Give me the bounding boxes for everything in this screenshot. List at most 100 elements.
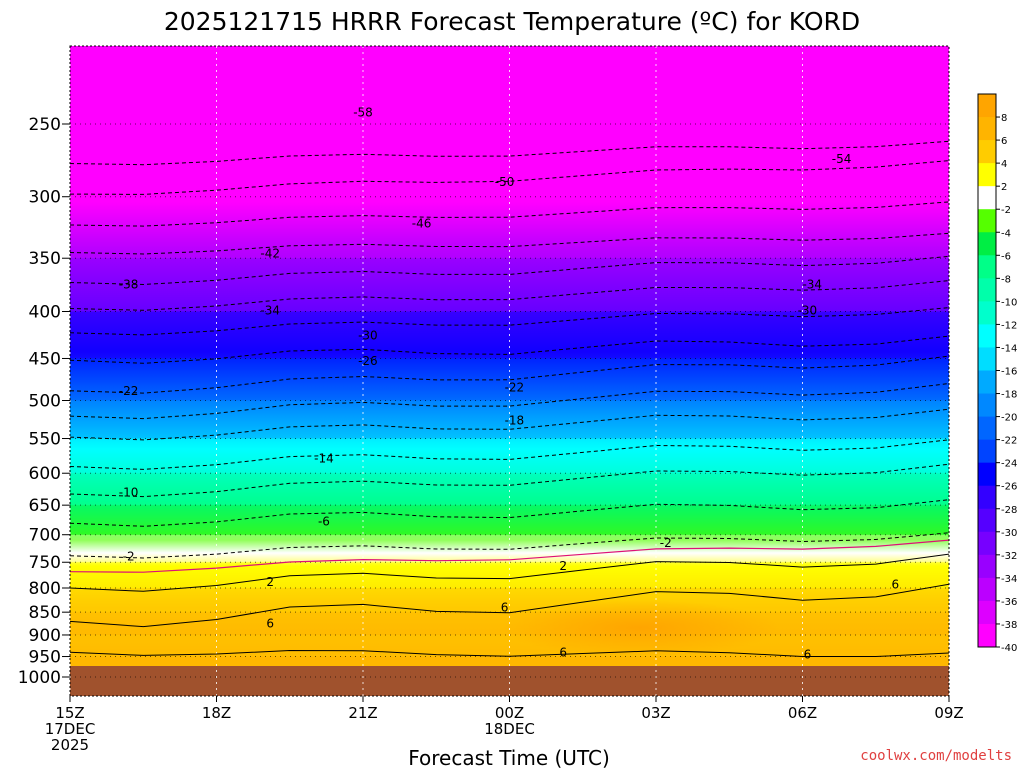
colorbar-label: -34 [1001, 574, 1017, 585]
isotherm-line [70, 583, 949, 628]
colorbar-label: 6 [1001, 136, 1007, 147]
colorbar-label: -4 [1001, 228, 1011, 239]
colorbar-label: -38 [1001, 620, 1017, 631]
colorbar-segment [978, 393, 996, 418]
contour-label: -46 [412, 217, 432, 231]
colorbar-segment [978, 531, 996, 556]
y-tick-label: 300 [29, 188, 61, 208]
colorbar-label: -12 [1001, 320, 1017, 331]
contour-label: 6 [559, 645, 567, 659]
colorbar-label: -28 [1001, 505, 1017, 516]
x-tick-label: 18Z [202, 704, 231, 722]
contour-label: -6 [318, 514, 330, 528]
colorbar-label: -32 [1001, 551, 1017, 562]
colorbar-segment [978, 577, 996, 602]
colorbar-segment [978, 416, 996, 441]
contour-label: -22 [119, 384, 139, 398]
grid-lines [70, 46, 949, 696]
colorbar-label: -8 [1001, 274, 1011, 285]
colorbar-segment [978, 439, 996, 464]
colorbar-label: -2 [1001, 205, 1011, 216]
colorbar-segment [978, 600, 996, 625]
colorbar: 8 6 4 2 -2 -4 -6 -8 -10 -12 -14 -16 -18 -20 -22 -24 -26 -… [977, 93, 1017, 654]
colorbar-segment [978, 232, 996, 256]
x-tick-label: 2025 [51, 736, 89, 754]
contour-label: -2 [123, 549, 135, 563]
colorbar-label: -24 [1001, 459, 1017, 470]
contour-label: -38 [119, 278, 139, 292]
colorbar-segment [978, 554, 996, 579]
colorbar-segment [978, 140, 996, 164]
colorbar-label: -14 [1001, 343, 1017, 354]
isotherm-line [70, 649, 949, 657]
contour-label: -2 [660, 536, 672, 550]
contour-label: 6 [501, 600, 509, 614]
temperature-band [70, 46, 949, 125]
x-tick-label: 00Z [495, 704, 524, 722]
warm-core-region [500, 600, 780, 656]
temperature-band [70, 587, 949, 613]
temperature-band [70, 258, 949, 312]
colorbar-segment [978, 301, 996, 325]
colorbar-label: -6 [1001, 251, 1011, 262]
x-tick-label: 18DEC [484, 720, 535, 738]
contour-label: -22 [505, 381, 525, 395]
contour-label: 2 [559, 559, 567, 573]
x-tick-label: 21Z [348, 704, 377, 722]
contour-label: 6 [266, 616, 274, 630]
colorbar-segment [978, 324, 996, 348]
colorbar-label: -36 [1001, 597, 1017, 608]
contour-label: 6 [804, 647, 812, 661]
contour-labels: -58-54-50-46-42-38-34-34-30-30-26-22 -22-… [119, 106, 899, 662]
contour-label: -54 [832, 152, 852, 166]
contour-label: -50 [495, 175, 515, 189]
colorbar-label: -26 [1001, 482, 1017, 493]
colorbar-segment [978, 163, 996, 187]
colorbar-segment [978, 117, 996, 141]
y-tick-label: 550 [29, 430, 61, 450]
contour-label: -34 [260, 303, 280, 317]
colorbar-label: -18 [1001, 390, 1017, 401]
x-tick-label: 06Z [788, 704, 817, 722]
temperature-band [70, 505, 949, 535]
x-tick-label: 09Z [934, 704, 963, 722]
isotherm-contours [70, 140, 949, 657]
colorbar-label: -40 [1001, 643, 1017, 654]
colorbar-segment [978, 255, 996, 279]
colorbar-segment [978, 347, 996, 371]
colorbar-segment [978, 508, 996, 533]
freezing-line [70, 539, 949, 573]
isotherm-line [70, 553, 949, 592]
credit-text: coolwx.com/modelts [860, 748, 1012, 764]
colorbar-segment [978, 94, 996, 118]
contour-label: 6 [891, 577, 899, 591]
contour-label: -42 [260, 247, 280, 261]
chart-title: 2025121715 HRRR Forecast Temperature (ºC… [164, 7, 860, 36]
contour-label: -26 [358, 354, 378, 368]
colorbar-segment [978, 278, 996, 302]
y-tick-label: 700 [29, 526, 61, 546]
colorbar-label: -30 [1001, 528, 1017, 539]
colorbar-label: -16 [1001, 367, 1017, 378]
plot-area: -58-54-50-46-42-38-34-34-30-30-26-22 -22-… [70, 46, 949, 696]
x-axis-label: Forecast Time (UTC) [408, 746, 610, 768]
y-tick-label: 950 [29, 648, 61, 668]
colorbar-segment [978, 186, 996, 210]
colorbar-segment [978, 209, 996, 233]
x-tick-label: 15Z [55, 704, 84, 722]
contour-label: -30 [798, 303, 818, 317]
contour-label: -34 [802, 278, 822, 292]
y-tick-label: 650 [29, 496, 61, 516]
contour-label: -14 [314, 451, 334, 465]
contour-label: 2 [266, 575, 274, 589]
y-tick-label: 900 [29, 626, 61, 646]
y-tick-label: 750 [29, 553, 61, 573]
y-tick-label: 850 [29, 603, 61, 623]
y-tick-label: 350 [29, 249, 61, 269]
y-tick-label: 450 [29, 349, 61, 369]
colorbar-label: 4 [1001, 159, 1007, 170]
x-tick-label: 17DEC [45, 720, 96, 738]
y-tick-label: 400 [29, 302, 61, 322]
